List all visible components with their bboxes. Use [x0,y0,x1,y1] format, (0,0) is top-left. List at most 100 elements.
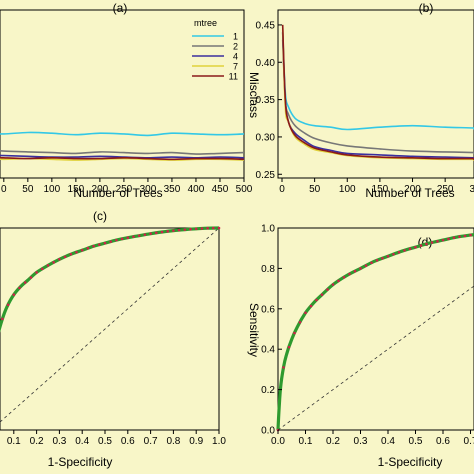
panel-b-ylabel: Misclass [247,72,261,118]
panel-d-roc-point [348,272,351,276]
panel-c-roc-point [126,236,130,239]
panel-c-roc-point [155,231,158,235]
panel-c-roc-point [86,246,90,250]
panel-d-roc-point [375,259,379,262]
panel-d-roc-point [337,279,340,283]
legend-label-4: 4 [233,52,238,62]
panel-d-xtick-label: 0.3 [354,436,368,447]
panel-d-roc-point [452,236,456,239]
panel-c-xtick-label: 0.3 [52,436,66,447]
panel-b-frame [277,9,474,179]
panel-c-roc-point [149,232,152,235]
panel-a-title: (a) [113,1,128,15]
panel-c-xlabel: 1-Specificity [48,455,113,469]
panel-d-diagonal-line [277,285,474,431]
panel-a-xtick-label: 300 [140,184,157,195]
panel-c-roc-point [103,241,107,245]
panel-d-roc-point [469,233,472,237]
panel-c-roc-point [143,233,147,236]
panel-d-roc-point [392,252,395,256]
panel-c-roc-point [115,238,118,242]
panel-d-xtick-label: 0.4 [381,436,395,447]
panel-c-roc-point [200,227,204,230]
panel-c-roc-point [12,293,16,296]
panel-c-roc-point [137,234,141,237]
panel-c-xtick-label: 0.4 [75,436,89,447]
panel-a-xtick-label: 0 [1,184,7,195]
legend-title: mtree [194,18,217,28]
panel-d-roc-point [419,244,423,247]
panel-d-roc-point [425,242,428,246]
panel-c-roc-point [98,243,101,246]
panel-b-series-group [281,24,474,162]
panel-d-xtick-label: 0.0 [271,436,285,447]
panel-c-roc-point [120,237,124,241]
panel-b-series-line-11 [281,24,474,161]
panel-b-yticks: 0.25 0.30 0.35 0.40 0.45 [256,20,282,181]
panel-d-ytick-label: 0.6 [261,304,275,315]
panel-d-roc-point [458,235,461,238]
panel-c-roc-point [6,303,10,307]
panel-c-roc-point [212,226,215,230]
panel-c-roc-point [172,229,175,232]
panel-b-xtick-label: 0 [279,184,285,195]
panel-c-xtick-label: 1.0 [212,436,226,447]
panel-c: (c) 1-Specificity 00.10.20.30.40.50.60.7… [0,209,226,469]
panel-d-roc-point [447,237,450,241]
panel-a-xtick-label: 500 [236,184,253,195]
panel-c-xtick-label: 0.6 [121,436,135,447]
panel-d-roc-point [287,345,291,349]
panel-b: (b) Number of Trees Misclass 0 50 100 150 20… [247,1,474,200]
panel-c-roc-point [58,258,61,261]
panel-c-roc-point [109,240,112,243]
panel-b-ytick-label: 0.35 [256,95,276,106]
panel-b-series-line-1 [281,32,474,131]
panel-a-xtick-label: 50 [22,184,34,195]
panel-d-xticks: 0.0 0.1 0.2 0.3 0.4 0.5 0.6 0.7 [271,430,474,447]
panel-d-roc-point [381,257,384,260]
legend-label-2: 2 [233,42,238,52]
panel-d-roc-point [441,238,445,242]
panel-b-series-line-2 [281,39,474,155]
panel-c-plot [0,226,221,423]
panel-b-xtick-label: 200 [404,184,421,195]
panel-a: (a) Number of Trees 0 50 100 150 200 250 300 35… [0,1,253,200]
panel-c-roc-point [183,228,187,231]
panel-d-roc-point [463,234,467,238]
panel-c-xtick-label: 0.1 [7,436,21,447]
panel-d-roc-point [298,320,302,324]
panel-c-roc-point [69,252,73,256]
legend-label-1: 1 [233,32,238,42]
panel-c-roc-point [63,255,67,259]
panel-d-ytick-label: 0.2 [261,385,275,396]
panel-c-roc-point [189,227,192,231]
panel-c-xtick-label: 0.9 [189,436,203,447]
panel-d-roc-point [326,288,329,291]
panel-d-roc-point [293,331,296,335]
panel-b-ytick-label: 0.40 [256,58,276,69]
panel-d-xtick-label: 0.7 [464,436,474,447]
panel-d-roc-point [436,240,439,243]
panel-c-frame [0,227,220,431]
panel-d-roc-point [397,250,401,254]
panel-d-xtick-label: 0.1 [299,436,313,447]
panel-c-diagonal-line [0,227,220,423]
panel-d-ytick-label: 0.0 [261,426,275,437]
panel-c-roc-point [29,276,33,279]
panel-d-frame [277,227,474,431]
panel-c-roc-point [217,226,221,230]
panel-c-roc-point [75,250,78,254]
legend-label-7: 7 [233,62,238,72]
panel-d-roc-point [408,247,412,251]
panel-c-roc-point [194,227,198,231]
panel-a-xtick-label: 400 [188,184,205,195]
panel-d-roc-point [414,245,417,249]
legend-label-11: 11 [229,72,238,82]
panel-b-ytick-label: 0.25 [256,170,276,181]
panel-c-xtick-label: 0.2 [30,436,44,447]
panel-b-ytick-label: 0.45 [256,20,276,31]
panel-d-roc-point [331,283,335,286]
panel-d-ytick-label: 1.0 [261,224,275,235]
panel-a-xtick-label: 250 [116,184,133,195]
